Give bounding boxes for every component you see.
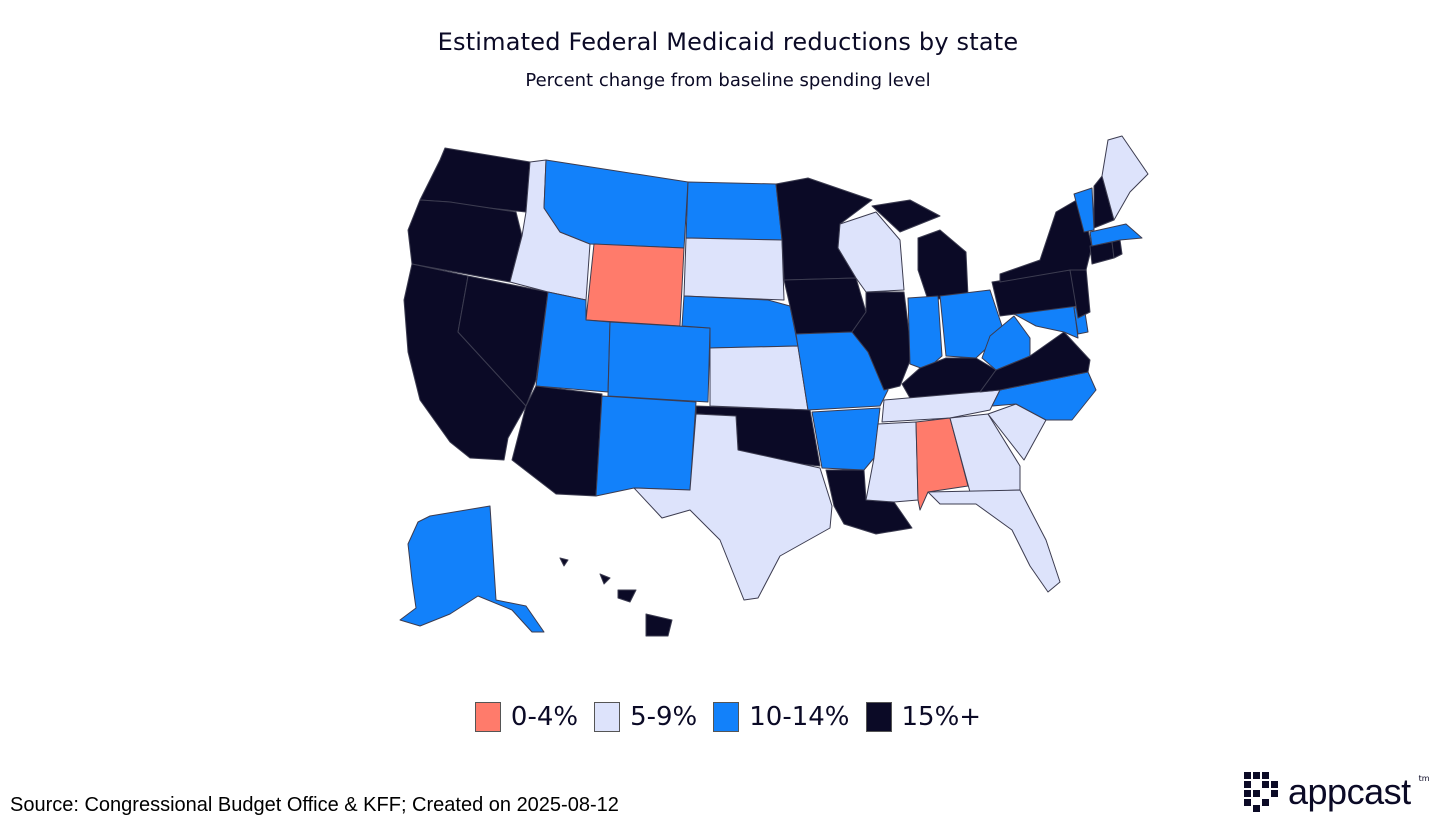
state-WI [837,211,905,293]
legend-swatch [865,702,892,732]
state-FL [927,489,1061,593]
legend-label: 5-9% [630,702,698,732]
appcast-logo-mark-icon [1244,772,1278,812]
state-NV [457,275,549,407]
state-CO [607,321,711,403]
state-LA [825,469,913,535]
state-WY [585,243,685,327]
state-KS [709,345,809,411]
state-HI [559,557,673,637]
state-AK [399,505,545,633]
state-ND [685,181,783,241]
appcast-logo-text: appcast [1288,771,1411,812]
state-AR [811,407,881,471]
legend-item-0-4: 0-4% [474,702,579,732]
state-VT [1073,187,1095,233]
state-TX [633,413,833,601]
state-IL [851,291,913,391]
map-title: Estimated Federal Medicaid reductions by… [437,28,1019,56]
legend-label: 0-4% [510,702,579,732]
state-IN [907,295,943,371]
state-SD [683,237,785,301]
state-ME [1101,135,1149,221]
us-state-map [399,135,1149,637]
legend-item-15-plus: 15%+ [865,702,982,732]
state-GA [949,413,1021,493]
legend-item-5-9: 5-9% [594,702,697,732]
state-IA [783,277,867,335]
state-MA [1089,223,1143,247]
legend-label: 10-14% [749,702,850,732]
map-subtitle: Percent change from baseline spending le… [525,70,931,91]
state-AZ [511,385,603,497]
legend-swatch [474,702,501,732]
state-WV [981,315,1031,371]
trademark-mark: tm [1418,773,1430,783]
legend-swatch [713,702,740,732]
state-RI [1111,239,1123,259]
appcast-logo: appcast tm [1244,772,1430,812]
legend-item-10-14: 10-14% [713,702,850,732]
legend-swatch [594,702,621,732]
map-legend: 0-4% 5-9% 10-14% 15%+ [0,702,1456,732]
legend-label: 15%+ [901,702,982,732]
state-NM [595,395,697,497]
source-note: Source: Congressional Budget Office & KF… [10,794,619,816]
